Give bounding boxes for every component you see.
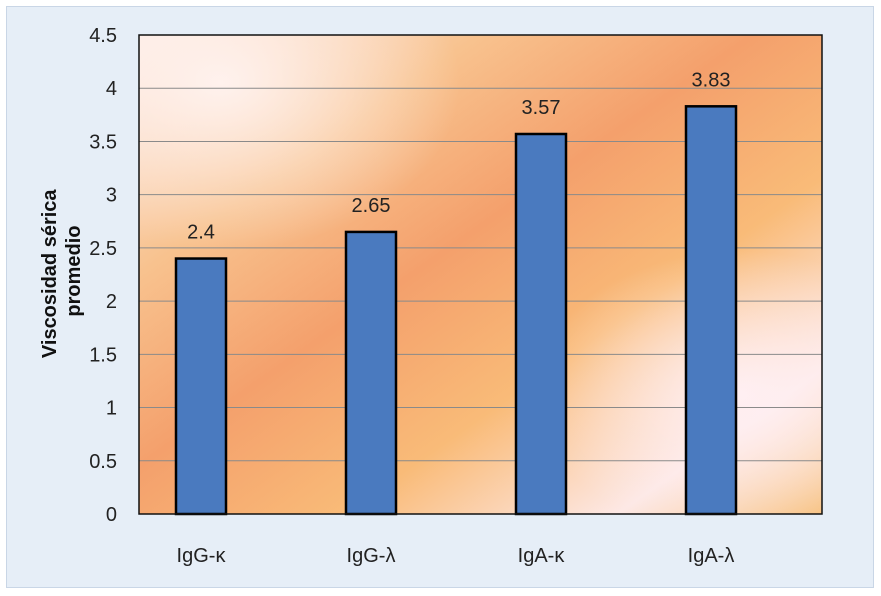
bar-data-label: 3.57 (522, 97, 561, 119)
bar (174, 257, 228, 516)
y-tick-label: 2.5 (89, 238, 117, 260)
y-axis-label-line-2: promedio (63, 225, 85, 316)
bar (514, 132, 568, 516)
x-tick-label: IgA-λ (688, 545, 735, 567)
bars (174, 105, 738, 516)
y-tick-label: 1 (106, 398, 117, 420)
plot-border (138, 34, 823, 515)
y-tick-label: 0.5 (89, 451, 117, 473)
x-tick-label: IgG-κ (177, 545, 227, 567)
y-axis-label: Viscosidad sérica promedio (39, 184, 85, 358)
y-tick-label: 4 (106, 78, 117, 100)
y-tick-label: 2 (106, 291, 117, 313)
y-axis-tick-labels: 0 0.5 1 1.5 2 2.5 3 3.5 4 4.5 (89, 25, 117, 526)
y-tick-label: 1.5 (89, 344, 117, 366)
y-tick-label: 0 (106, 504, 117, 526)
bar-data-label: 2.4 (187, 222, 215, 244)
bar (344, 230, 398, 516)
bar-data-label: 2.65 (352, 195, 391, 217)
bar-data-label: 3.83 (692, 69, 731, 91)
y-axis-label-line-1: Viscosidad sérica (39, 189, 61, 359)
x-tick-label: IgG-λ (347, 545, 396, 567)
data-labels: 2.4 2.65 3.57 3.83 (187, 69, 730, 243)
y-tick-label: 3.5 (89, 131, 117, 153)
bar (684, 105, 738, 516)
x-axis-tick-labels: IgG-κ IgG-λ IgA-κ IgA-λ (177, 545, 735, 567)
y-tick-label: 4.5 (89, 25, 117, 47)
x-tick-label: IgA-κ (518, 545, 566, 567)
y-tick-label: 3 (106, 185, 117, 207)
